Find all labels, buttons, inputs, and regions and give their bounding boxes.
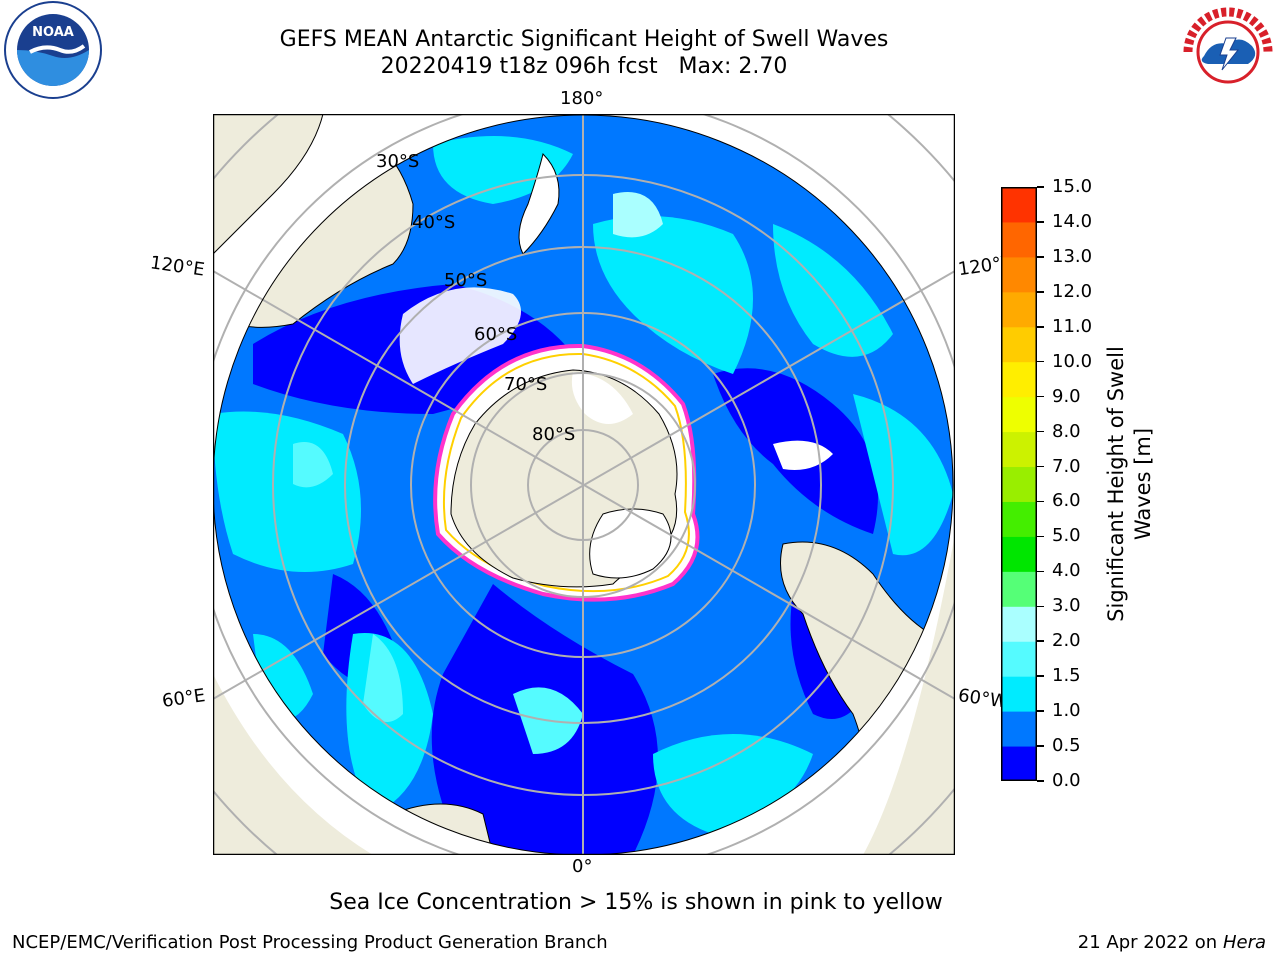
colorbar-segment	[1001, 641, 1037, 677]
colorbar-tick-mark	[1037, 605, 1044, 608]
colorbar-label-line-1: Significant Height of Swell	[1104, 346, 1128, 622]
svg-text:NOAA: NOAA	[32, 25, 74, 40]
footer-date: 21 Apr 2022 on Hera	[1078, 932, 1266, 953]
colorbar-tick-label: 12.0	[1052, 280, 1093, 302]
colorbar-tick-label: 14.0	[1052, 210, 1093, 232]
colorbar-tick-label: 3.0	[1052, 595, 1081, 617]
colorbar-segment	[1001, 361, 1037, 398]
colorbar-segment	[1001, 746, 1037, 781]
colorbar-tick-label: 1.5	[1052, 665, 1081, 687]
colorbar-tick-mark	[1037, 640, 1044, 642]
colorbar-tick-mark	[1037, 360, 1044, 363]
colorbar-tick-label: 1.0	[1052, 700, 1081, 722]
colorbar-tick-label: 5.0	[1052, 525, 1081, 547]
colorbar-segment	[1001, 676, 1037, 712]
colorbar-tick-label: 15.0	[1052, 176, 1093, 197]
colorbar-tick-label: 0.5	[1052, 735, 1081, 757]
colorbar-tick-label: 9.0	[1052, 385, 1081, 407]
colorbar-tick-label: 4.0	[1052, 560, 1081, 582]
lat-label-30s: 30°S	[376, 151, 420, 172]
noaa-logo: NOAA	[4, 1, 102, 99]
colorbar-tick-mark	[1037, 395, 1044, 398]
title-line-2: 20220419 t18z 096h fcst Max: 2.70	[380, 54, 788, 79]
colorbar-label: Significant Height of Swell Waves [m]	[1103, 304, 1157, 664]
polar-map	[213, 114, 955, 855]
colorbar-tick-label: 8.0	[1052, 420, 1081, 442]
lat-label-50s: 50°S	[444, 270, 488, 291]
colorbar-segment	[1001, 536, 1037, 572]
colorbar-tick-mark	[1037, 780, 1044, 782]
footer-host: Hera	[1222, 932, 1266, 953]
colorbar-segment	[1001, 326, 1037, 363]
colorbar-tick-mark	[1037, 291, 1044, 293]
lon-label-bottom: 0°	[572, 856, 593, 877]
colorbar-segment	[1001, 396, 1037, 433]
colorbar-label-line-2: Waves [m]	[1131, 427, 1155, 541]
lon-label-right-lower: 60°W	[956, 685, 1004, 712]
colorbar-segment	[1001, 291, 1037, 328]
colorbar-segment	[1001, 711, 1037, 747]
colorbar-tick-mark	[1037, 256, 1044, 258]
colorbar-tick-label: 6.0	[1052, 490, 1081, 512]
colorbar-segment	[1001, 606, 1037, 642]
footer-date-text: 21 Apr 2022 on	[1077, 932, 1223, 953]
graticule	[213, 114, 955, 855]
colorbar-tick-mark	[1037, 745, 1044, 747]
colorbar-tick-mark	[1037, 710, 1044, 712]
colorbar-tick-label: 11.0	[1052, 315, 1093, 337]
lat-label-70s: 70°S	[504, 374, 548, 395]
colorbar-segment	[1001, 187, 1037, 223]
colorbar	[1001, 187, 1037, 781]
footer-credit: NCEP/EMC/Verification Post Processing Pr…	[12, 932, 608, 953]
colorbar-tick-mark	[1037, 675, 1044, 677]
lat-label-80s: 80°S	[532, 424, 576, 445]
lat-label-60s: 60°S	[474, 324, 518, 345]
colorbar-tick-mark	[1037, 535, 1044, 538]
colorbar-tick-label: 13.0	[1052, 245, 1093, 267]
colorbar-tick-mark	[1037, 465, 1044, 468]
colorbar-segment	[1001, 431, 1037, 468]
colorbar-tick-mark	[1037, 186, 1044, 188]
lon-label-top: 180°	[560, 88, 604, 109]
sea-ice-note: Sea Ice Concentration > 15% is shown in …	[329, 890, 943, 915]
colorbar-tick-label: 10.0	[1052, 350, 1093, 372]
lon-label-left-lower: 60°E	[160, 685, 207, 712]
colorbar-tick-mark	[1037, 430, 1044, 433]
nws-logo	[1181, 3, 1275, 97]
colorbar-tick-label: 0.0	[1052, 770, 1081, 791]
colorbar-tick-mark	[1037, 500, 1044, 503]
colorbar-segment	[1001, 571, 1037, 607]
colorbar-tick-label: 7.0	[1052, 455, 1081, 477]
colorbar-segment	[1001, 501, 1037, 537]
colorbar-tick-mark	[1037, 221, 1044, 223]
lon-label-left-upper: 120°E	[148, 252, 206, 281]
lon-label-right-upper: 120°W	[956, 252, 1008, 281]
colorbar-segment	[1001, 221, 1037, 258]
colorbar-segment	[1001, 466, 1037, 502]
colorbar-tick-label: 2.0	[1052, 630, 1081, 652]
title-line-1: GEFS MEAN Antarctic Significant Height o…	[279, 27, 889, 52]
chart-title: GEFS MEAN Antarctic Significant Height o…	[214, 26, 954, 80]
colorbar-segment	[1001, 256, 1037, 293]
lat-label-40s: 40°S	[412, 212, 456, 233]
colorbar-tick-mark	[1037, 326, 1044, 328]
colorbar-tick-mark	[1037, 570, 1044, 573]
